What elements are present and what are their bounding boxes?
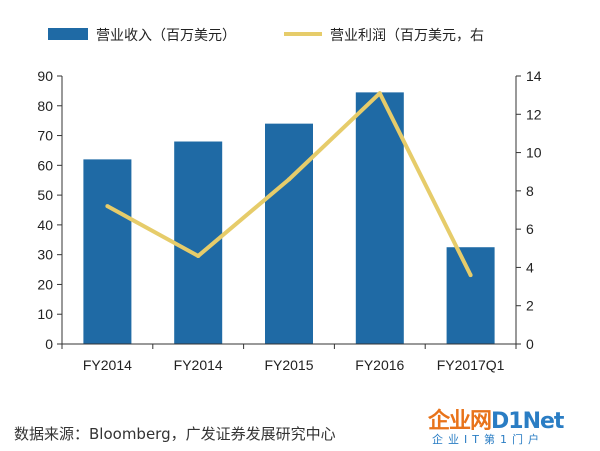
bar-revenue-2 <box>265 123 313 345</box>
y-left-tick-label-1: 10 <box>37 306 53 322</box>
watermark-main: 企业网 <box>428 409 492 434</box>
point-profit-3 <box>377 91 382 96</box>
y-left-tick-label-8: 80 <box>37 98 53 114</box>
point-profit-0 <box>105 204 110 209</box>
legend-label-revenue: 营业收入（百万美元） <box>96 28 236 44</box>
x-tick-label-1: FY2014 <box>174 357 223 373</box>
legend-swatch-revenue <box>48 28 88 40</box>
watermark-logo: 企业网D1Net 企业IT第1门户 <box>428 403 598 449</box>
y-left-tick-label-5: 50 <box>37 187 53 203</box>
point-profit-2 <box>287 177 291 182</box>
y-right-tick-label-6: 12 <box>526 106 542 122</box>
y-right-tick-label-4: 8 <box>526 183 534 199</box>
y-right-tick-label-3: 6 <box>526 221 534 237</box>
y-right-tick-label-2: 4 <box>526 259 534 275</box>
legend-label-profit: 营业利润（百万美元，右 <box>330 28 484 44</box>
watermark-brand: D1Net <box>491 409 564 434</box>
dual-axis-chart: 营业收入（百万美元） 营业利润（百万美元，右0102030405060708090… <box>37 28 542 373</box>
watermark-sub: 企业IT第1门户 <box>432 433 544 446</box>
y-right-tick-label-0: 0 <box>526 336 534 352</box>
x-tick-label-4: FY2017Q1 <box>437 357 505 373</box>
y-right-tick-label-5: 10 <box>526 145 542 161</box>
y-left-tick-label-7: 70 <box>37 128 53 144</box>
y-left-tick-label-2: 20 <box>37 276 53 292</box>
point-profit-4 <box>468 273 473 278</box>
y-left-tick-label-6: 60 <box>37 157 53 173</box>
x-tick-label-2: FY2015 <box>264 357 313 373</box>
y-left-tick-label-0: 0 <box>45 336 53 352</box>
bar-revenue-0 <box>83 159 132 344</box>
y-left-tick-label-3: 30 <box>37 247 53 263</box>
bar-revenue-3 <box>355 92 404 344</box>
x-tick-label-3: FY2016 <box>355 357 404 373</box>
point-profit-1 <box>196 253 201 258</box>
y-right-tick-label-7: 14 <box>526 68 542 84</box>
y-left-tick-label-4: 40 <box>37 217 53 233</box>
y-left-tick-label-9: 90 <box>37 68 53 84</box>
bar-revenue-4 <box>446 247 495 344</box>
y-right-tick-label-1: 2 <box>526 298 534 314</box>
source-note: 数据来源：Bloomberg，广发证券发展研究中心 <box>14 425 336 443</box>
x-tick-label-0: FY2014 <box>83 357 132 373</box>
